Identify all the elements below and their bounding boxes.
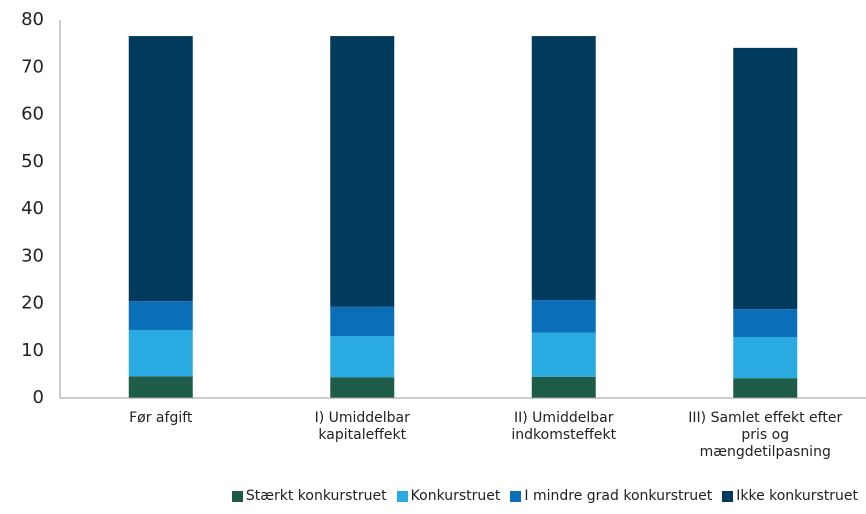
y-tick-label: 70: [21, 56, 44, 77]
legend-swatch: [722, 490, 734, 502]
bar-segment: [128, 376, 193, 398]
bar-segment: [330, 336, 395, 378]
bar-segment: [531, 376, 596, 398]
legend-label: Stærkt konkurstruet: [245, 488, 387, 504]
y-tick-label: 80: [21, 9, 44, 30]
legend-label: I mindre grad konkurstruet: [524, 488, 713, 504]
y-tick-label: 0: [33, 387, 44, 408]
bar-segment: [128, 301, 193, 330]
bar-segment: [128, 329, 193, 377]
y-tick-label: 20: [21, 293, 44, 314]
legend-swatch: [510, 490, 522, 502]
y-tick-label: 30: [21, 245, 44, 266]
bar-segment: [128, 36, 193, 302]
bar-segment: [733, 309, 798, 338]
bar-segment: [531, 332, 596, 377]
legend-label: Konkurstruet: [410, 488, 501, 504]
bar-segment: [733, 378, 798, 398]
bar-segment: [733, 337, 798, 379]
y-tick-label: 40: [21, 198, 44, 219]
legend-swatch: [231, 490, 243, 502]
legend-item: Konkurstruet: [396, 488, 501, 504]
legend-item: Stærkt konkurstruet: [231, 488, 387, 504]
y-tick-label: 50: [21, 151, 44, 172]
bar-segment: [330, 306, 395, 337]
legend: Stærkt konkurstruet Konkurstruet I mindre …: [231, 488, 858, 504]
legend-label: Ikke konkurstruet: [736, 488, 858, 504]
x-tick-label: III) Samlet effekt efter pris og mængdet…: [688, 410, 843, 460]
bar-segment: [330, 377, 395, 398]
bar-segment: [531, 300, 596, 333]
legend-item: I mindre grad konkurstruet: [510, 488, 712, 504]
x-tick-label: Før afgift: [129, 410, 193, 426]
x-tick-label: I) Umiddelbar kapitaleffekt: [314, 410, 410, 443]
legend-swatch: [396, 490, 408, 502]
bar-segment: [733, 47, 798, 310]
bar-segment: [330, 36, 395, 307]
legend-item: Ikke konkurstruet: [722, 488, 858, 504]
bar-segment: [531, 36, 596, 301]
y-tick-label: 10: [21, 340, 44, 361]
y-tick-label: 60: [21, 104, 44, 125]
x-tick-label: II) Umiddelbar indkomsteffekt: [511, 410, 617, 443]
